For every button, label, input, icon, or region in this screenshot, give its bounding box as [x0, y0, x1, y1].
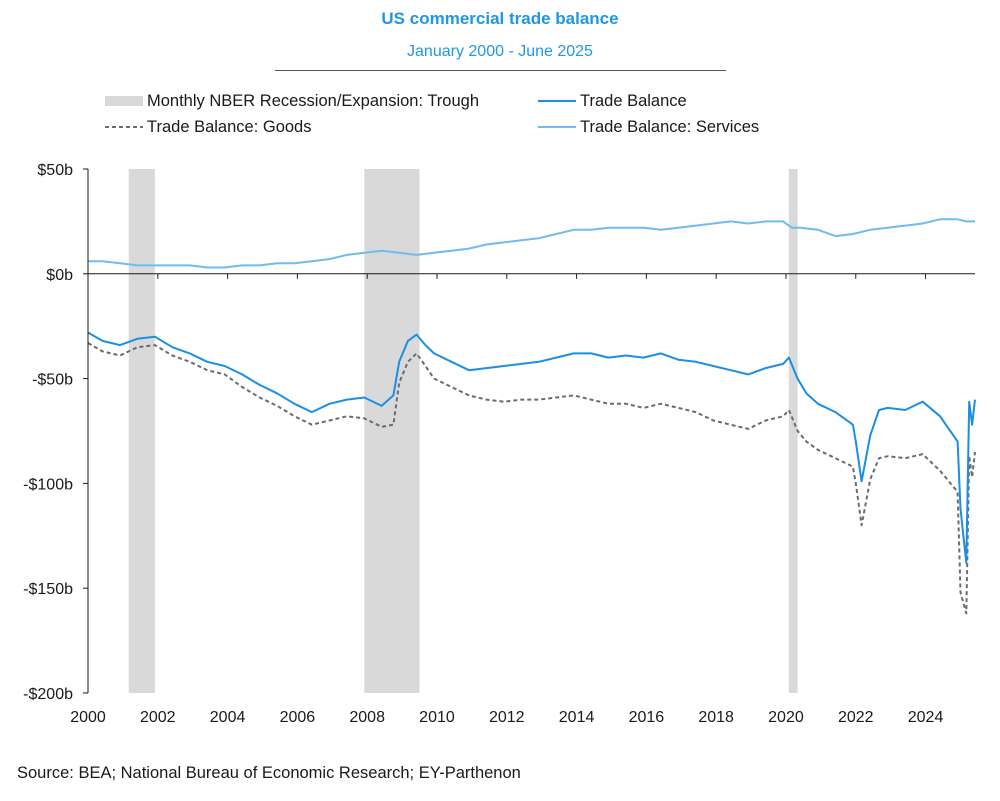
recession-band-3	[788, 169, 798, 693]
legend-swatch-services	[538, 126, 576, 128]
chart-title: US commercial trade balance	[381, 9, 619, 28]
x-tick-label: 2002	[140, 709, 176, 726]
x-tick-label: 2004	[210, 709, 246, 726]
chart-subtitle: January 2000 - June 2025	[407, 43, 593, 60]
y-tick-label: $50b	[37, 162, 73, 179]
legend-label-goods: Trade Balance: Goods	[147, 118, 312, 136]
series-line-trade-balance	[87, 331, 976, 564]
legend-swatch-recession	[105, 96, 143, 106]
x-tick-label: 2000	[70, 709, 106, 726]
x-tick-label: 2010	[419, 709, 455, 726]
recession-band-1	[128, 169, 155, 693]
legend-swatch-goods	[105, 126, 143, 128]
x-tick-label: 2014	[559, 709, 595, 726]
legend-swatch-trade-balance	[538, 100, 576, 102]
x-tick-label: 2016	[629, 709, 665, 726]
legend-label-recession: Monthly NBER Recession/Expansion: Trough	[147, 92, 479, 110]
x-tick-label: 2020	[768, 709, 804, 726]
x-tick-label: 2022	[838, 709, 874, 726]
x-tick-label: 2012	[489, 709, 525, 726]
recession-bands	[128, 169, 798, 693]
legend-label-services: Trade Balance: Services	[580, 118, 760, 136]
y-tick-label: -$150b	[23, 581, 73, 598]
recession-band-2	[364, 169, 420, 693]
legend-label-trade-balance: Trade Balance	[580, 92, 687, 110]
series-line-trade-balance-goods	[87, 342, 976, 615]
y-tick-label: $0b	[46, 267, 73, 284]
series-line-trade-balance-services	[88, 218, 975, 269]
y-tick-label: -$100b	[23, 476, 73, 493]
y-tick-label: -$200b	[23, 686, 73, 703]
x-tick-label: 2018	[698, 709, 734, 726]
x-tick-label: 2006	[280, 709, 316, 726]
y-tick-label: -$50b	[32, 372, 73, 389]
axes: $50b $0b -$50b -$100b -$150b -$200b 2000 2002 20…	[23, 162, 975, 726]
source-note: Source: BEA; National Bureau of Economic…	[17, 764, 521, 782]
x-tick-label: 2008	[349, 709, 385, 726]
series-lines	[87, 218, 976, 615]
title-divider	[275, 70, 726, 71]
x-tick-label: 2024	[908, 709, 944, 726]
